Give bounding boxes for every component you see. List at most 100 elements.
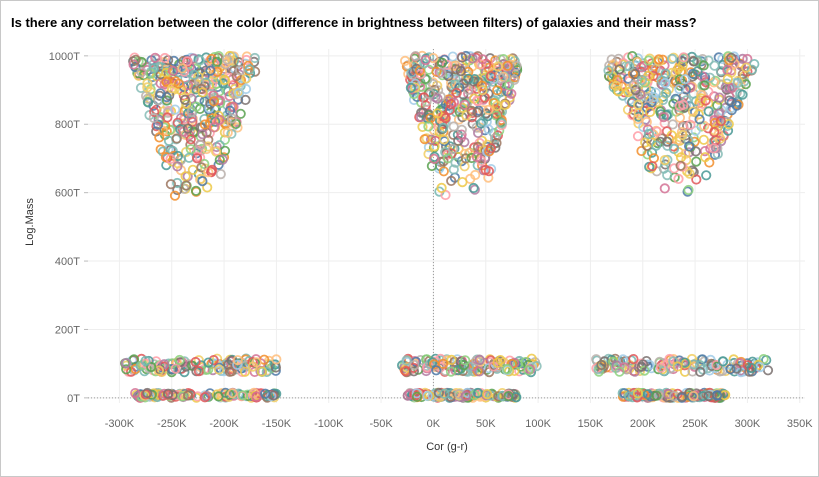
data-point bbox=[502, 363, 513, 375]
data-point bbox=[221, 54, 232, 65]
data-point bbox=[165, 179, 176, 190]
data-point bbox=[493, 391, 504, 402]
data-point bbox=[683, 184, 694, 196]
data-point bbox=[432, 108, 443, 119]
data-point bbox=[172, 117, 183, 128]
data-point bbox=[174, 354, 185, 366]
data-point bbox=[606, 54, 617, 65]
data-point bbox=[433, 387, 444, 398]
data-point bbox=[459, 99, 470, 110]
data-point bbox=[709, 60, 720, 71]
data-point bbox=[447, 61, 459, 72]
data-point bbox=[203, 364, 214, 375]
data-point bbox=[199, 119, 210, 130]
data-point bbox=[683, 135, 694, 146]
data-point bbox=[208, 96, 220, 107]
data-point bbox=[697, 53, 708, 65]
data-point bbox=[419, 134, 430, 145]
data-point bbox=[629, 366, 641, 377]
data-point bbox=[651, 97, 662, 108]
data-point bbox=[463, 88, 474, 99]
data-point bbox=[632, 388, 644, 399]
data-point bbox=[456, 124, 467, 135]
data-point bbox=[155, 69, 166, 80]
data-point bbox=[205, 65, 216, 76]
data-point bbox=[454, 388, 465, 400]
data-point bbox=[420, 54, 431, 66]
data-point bbox=[672, 361, 683, 372]
data-point bbox=[492, 61, 504, 72]
data-point bbox=[699, 120, 710, 132]
data-point bbox=[197, 87, 208, 98]
data-point bbox=[155, 144, 166, 155]
data-point bbox=[405, 82, 416, 94]
data-point bbox=[120, 358, 131, 369]
data-point bbox=[659, 183, 670, 194]
data-point bbox=[148, 112, 159, 124]
data-point bbox=[195, 140, 206, 151]
data-point bbox=[172, 184, 183, 196]
data-point bbox=[232, 355, 243, 366]
data-point bbox=[630, 69, 641, 80]
data-point bbox=[204, 103, 215, 114]
data-point bbox=[492, 85, 503, 96]
data-point bbox=[226, 113, 237, 124]
data-point bbox=[452, 364, 464, 376]
data-point bbox=[194, 55, 205, 66]
data-point bbox=[213, 391, 224, 402]
data-point bbox=[203, 357, 214, 368]
data-point bbox=[482, 111, 493, 122]
data-point bbox=[436, 67, 447, 78]
y-tick-label: 200T bbox=[55, 324, 80, 336]
data-point bbox=[438, 122, 449, 134]
data-point bbox=[674, 112, 686, 123]
data-point bbox=[215, 169, 226, 180]
data-point bbox=[608, 59, 619, 70]
data-point bbox=[659, 155, 670, 166]
x-tick-label: -250K bbox=[157, 418, 187, 430]
data-point bbox=[226, 117, 237, 128]
data-point bbox=[142, 78, 153, 89]
data-point bbox=[409, 359, 420, 371]
data-point bbox=[213, 95, 224, 106]
data-point bbox=[460, 153, 471, 164]
data-point bbox=[706, 360, 717, 371]
data-point bbox=[161, 95, 173, 106]
data-point bbox=[614, 366, 625, 377]
data-point bbox=[451, 87, 462, 98]
data-point bbox=[441, 59, 453, 71]
data-point bbox=[660, 68, 671, 79]
data-point bbox=[643, 55, 654, 66]
data-point bbox=[460, 390, 471, 402]
data-point bbox=[227, 55, 238, 66]
data-point bbox=[459, 96, 470, 107]
x-tick-label: -200K bbox=[209, 418, 239, 430]
data-point bbox=[128, 59, 139, 70]
data-point bbox=[444, 104, 455, 116]
data-point bbox=[709, 127, 720, 138]
data-point bbox=[199, 392, 210, 403]
data-point bbox=[640, 84, 652, 95]
data-point bbox=[440, 113, 451, 124]
data-point bbox=[632, 113, 643, 125]
data-point bbox=[214, 114, 225, 126]
data-point bbox=[188, 69, 199, 80]
data-point bbox=[190, 185, 202, 196]
data-point bbox=[170, 363, 181, 374]
data-point bbox=[427, 357, 438, 368]
data-point bbox=[502, 60, 513, 71]
data-point bbox=[447, 51, 458, 62]
data-point bbox=[700, 95, 711, 106]
data-point bbox=[746, 64, 758, 75]
data-point bbox=[181, 180, 192, 191]
x-tick-label: -150K bbox=[262, 418, 292, 430]
data-point bbox=[468, 182, 479, 194]
data-point bbox=[429, 359, 440, 370]
data-point bbox=[628, 79, 639, 91]
data-point bbox=[758, 353, 769, 365]
data-point bbox=[167, 83, 178, 94]
data-point bbox=[212, 56, 223, 67]
data-point bbox=[458, 359, 470, 371]
data-point bbox=[219, 74, 230, 85]
